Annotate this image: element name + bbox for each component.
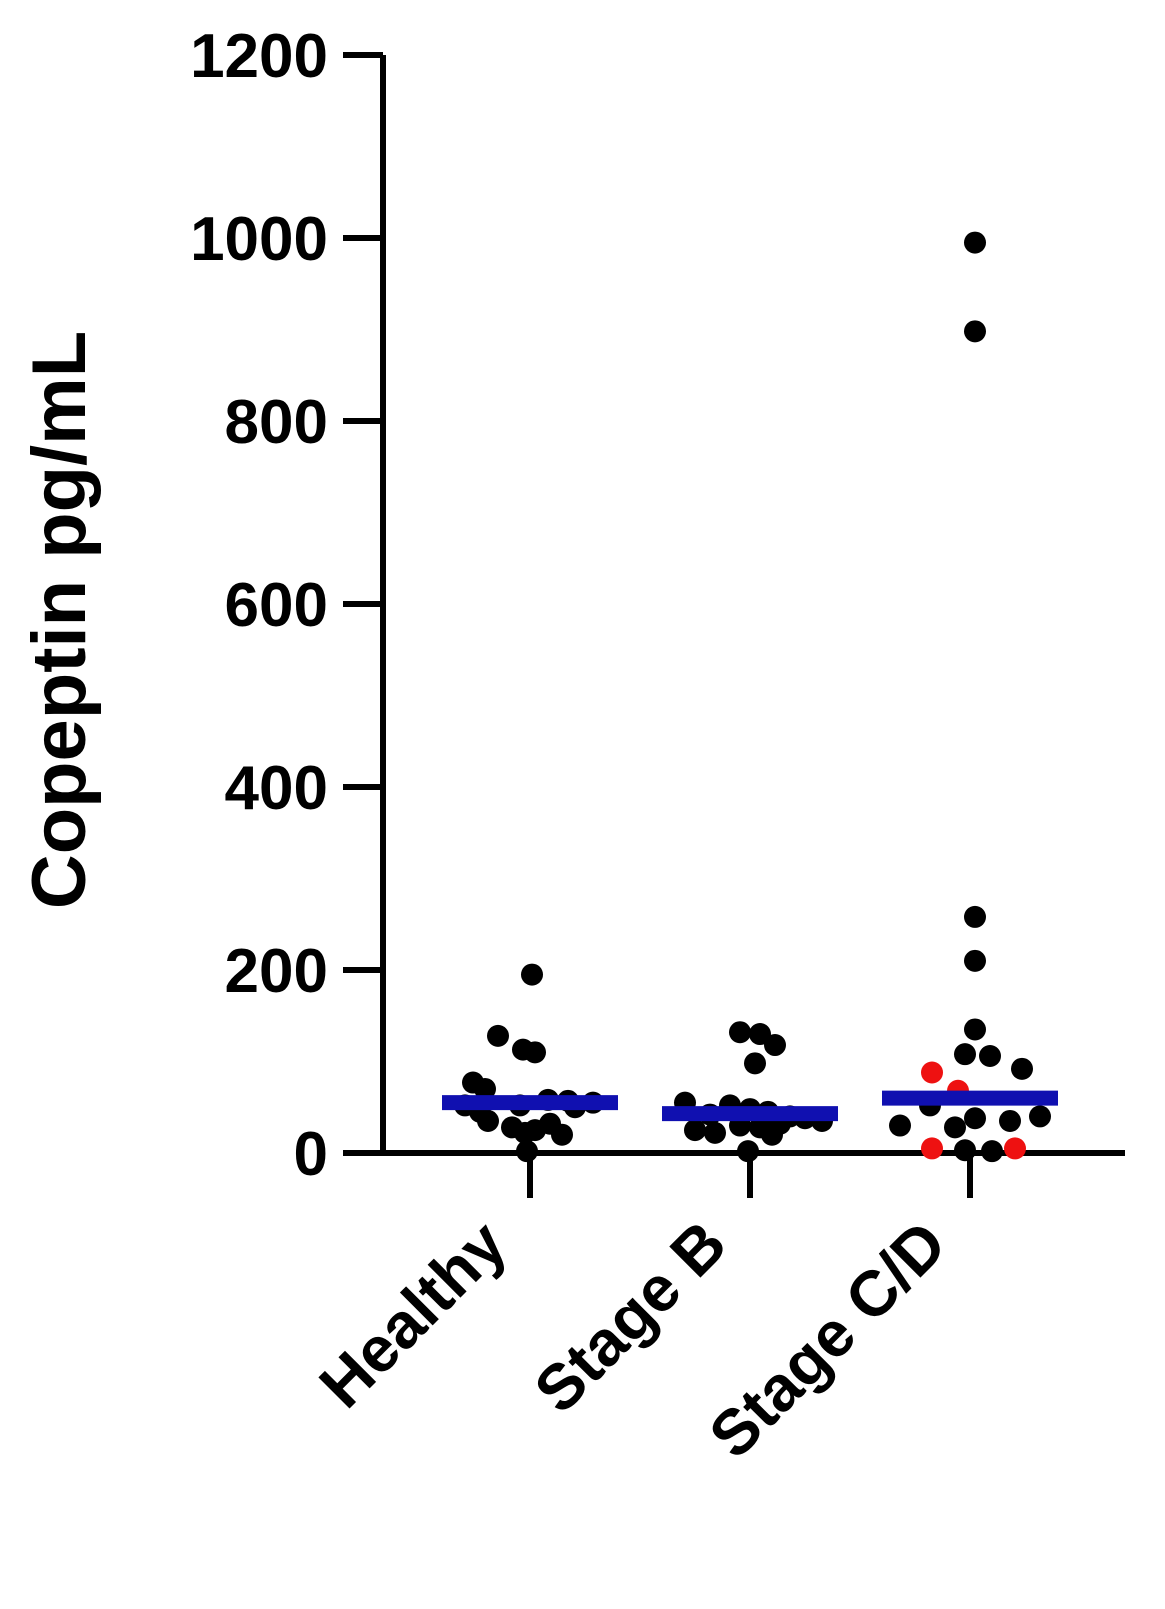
- data-point: [729, 1021, 751, 1044]
- data-point: [1011, 1057, 1033, 1080]
- data-point: [981, 1140, 1003, 1163]
- data-point: [737, 1140, 759, 1163]
- data-points: [454, 231, 1051, 1163]
- data-point: [521, 963, 543, 986]
- data-point: [704, 1121, 726, 1144]
- data-point: [516, 1140, 538, 1163]
- median-lines: [442, 1090, 1058, 1122]
- data-point: [889, 1114, 911, 1137]
- data-point: [999, 1109, 1021, 1132]
- highlighted-data-point: [921, 1137, 943, 1160]
- data-point: [761, 1123, 783, 1146]
- data-point: [477, 1109, 499, 1132]
- y-axis-title: Copeptin pg/mL: [17, 331, 102, 909]
- data-point: [487, 1024, 509, 1047]
- data-point: [954, 1043, 976, 1066]
- data-point: [764, 1034, 786, 1057]
- data-point: [964, 905, 986, 928]
- y-tick-label: 0: [294, 1120, 328, 1189]
- data-point: [964, 231, 986, 254]
- data-point: [979, 1045, 1001, 1068]
- data-point: [744, 1052, 766, 1075]
- y-tick-label: 800: [225, 388, 328, 457]
- data-point: [524, 1041, 546, 1064]
- data-point: [964, 320, 986, 343]
- y-tick-label: 1200: [190, 22, 328, 91]
- data-point: [964, 1107, 986, 1130]
- data-point: [514, 1121, 536, 1144]
- data-point: [684, 1119, 706, 1142]
- data-point: [551, 1123, 573, 1146]
- data-point: [954, 1139, 976, 1162]
- category-label: Stage C/D: [695, 1207, 960, 1472]
- data-point: [964, 1018, 986, 1041]
- category-label: Healthy: [306, 1207, 521, 1422]
- y-tick-label: 200: [225, 937, 328, 1006]
- highlighted-data-point: [921, 1061, 943, 1084]
- category-label: Stage B: [520, 1207, 739, 1426]
- y-axis: 0 200 400 600 800 1000 1200: [190, 22, 386, 1189]
- data-point: [964, 949, 986, 972]
- y-tick-label: 600: [225, 571, 328, 640]
- data-point: [474, 1077, 496, 1100]
- highlighted-data-point: [1004, 1137, 1026, 1160]
- y-tick-label: 400: [225, 754, 328, 823]
- data-point: [1029, 1105, 1051, 1128]
- y-tick-label: 1000: [190, 205, 328, 274]
- data-point: [944, 1116, 966, 1139]
